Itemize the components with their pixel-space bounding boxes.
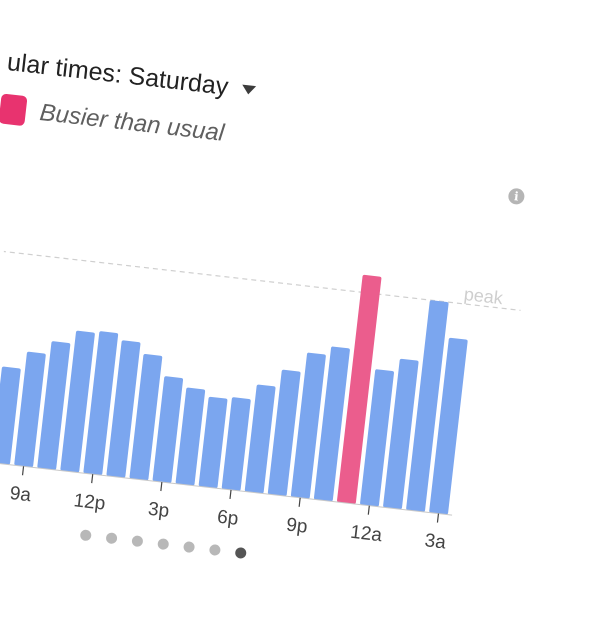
tick-mark <box>436 513 440 523</box>
bar[interactable] <box>198 396 228 489</box>
tick-label: 3p <box>147 499 170 522</box>
bar-highlight[interactable] <box>337 274 382 504</box>
bar[interactable] <box>106 340 141 478</box>
bar[interactable] <box>0 366 21 465</box>
bar[interactable] <box>14 351 46 468</box>
pager-dot[interactable] <box>234 546 247 560</box>
ticks-group: 9a 12p 3p 6p 9p 12a 3a <box>9 466 448 554</box>
bar[interactable] <box>37 341 71 470</box>
tick-mark <box>367 505 370 515</box>
bar[interactable] <box>290 352 326 499</box>
tick-label: 9p <box>285 515 308 538</box>
tick-mark <box>91 474 94 484</box>
bar[interactable] <box>360 369 394 507</box>
bar[interactable] <box>175 387 206 486</box>
tick-mark <box>21 466 25 476</box>
bar[interactable] <box>313 346 350 502</box>
baseline <box>0 458 453 516</box>
tick-label: 9a <box>9 483 33 506</box>
tick-label: 3a <box>424 530 448 553</box>
pager-dot[interactable] <box>131 535 144 548</box>
bar[interactable] <box>129 353 163 481</box>
bar[interactable] <box>60 330 95 473</box>
tick-label: 12a <box>349 522 383 547</box>
pager-dot[interactable] <box>182 540 196 554</box>
pager-dot[interactable] <box>157 538 170 551</box>
pager-dot[interactable] <box>105 532 118 545</box>
bar[interactable] <box>383 358 419 510</box>
bar[interactable] <box>267 369 301 497</box>
peak-line <box>0 247 521 311</box>
tick-mark <box>160 481 163 492</box>
bar[interactable] <box>221 397 251 491</box>
pager-dot[interactable] <box>208 543 221 557</box>
bar[interactable] <box>83 331 119 476</box>
tick-mark <box>229 489 232 499</box>
bar[interactable] <box>429 337 468 515</box>
bars-group <box>0 274 468 515</box>
bar[interactable] <box>152 376 184 483</box>
tick-mark <box>298 497 301 507</box>
bar[interactable] <box>406 300 449 512</box>
tick-label: 6p <box>216 507 239 530</box>
peak-label: peak <box>463 284 505 308</box>
tick-label: 12p <box>73 490 107 514</box>
pager-dot[interactable] <box>79 529 92 542</box>
bar[interactable] <box>244 384 276 494</box>
